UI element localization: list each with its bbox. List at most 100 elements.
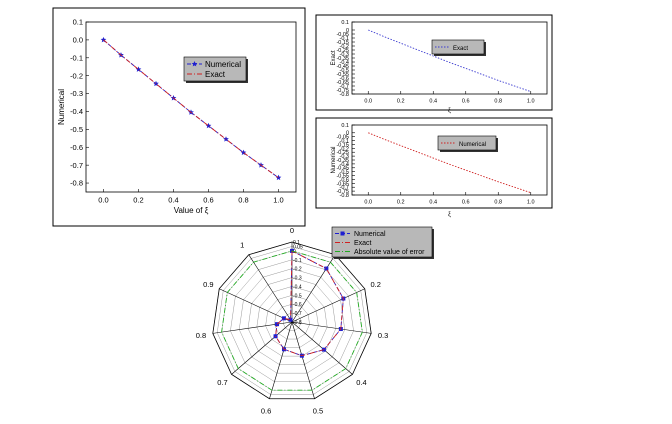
y-tick-label: -0.35 <box>336 56 349 62</box>
radar-series-line <box>221 250 363 391</box>
radar-grid-ring <box>230 259 354 382</box>
panel-top-right: 0.10-0.05-0.1-0.15-0.2-0.25-0.3-0.35-0.4… <box>315 14 553 114</box>
panel-frame <box>315 117 553 209</box>
x-tick-label: 0.2 <box>397 200 405 206</box>
y-tick-label: -0.5 <box>340 68 349 74</box>
radar-radial-label: 0.05 <box>293 244 303 250</box>
x-tick-label: 0.4 <box>429 200 437 206</box>
panel-frame <box>315 14 553 111</box>
legend-label: Absolute value of error <box>354 249 425 256</box>
legend-label: Exact <box>205 70 226 79</box>
y-tick-label: 0 <box>346 28 349 34</box>
legend-label: Numerical <box>354 231 386 238</box>
radar-radial-label: -0.3 <box>293 276 302 282</box>
radar-data-point <box>281 316 286 321</box>
y-tick-label: -0.1 <box>340 36 349 42</box>
x-tick-label: 0.6 <box>462 99 470 105</box>
y-tick-label: -0.8 <box>340 92 349 98</box>
radar-data-point <box>288 317 293 322</box>
series-line <box>103 39 279 179</box>
y-tick-label: -0.5 <box>70 125 83 134</box>
x-tick-label: 0.2 <box>133 196 143 205</box>
panel-radar: 00.10.20.30.40.50.60.70.80.910.10.050-0.… <box>196 226 434 415</box>
y-axis-label: Exact <box>331 50 337 65</box>
y-tick-label: -0.8 <box>340 193 349 199</box>
radar-category-label: 0.6 <box>261 406 271 415</box>
y-tick-label: -0.45 <box>336 64 349 70</box>
panel-frame <box>52 7 306 227</box>
legend <box>437 135 497 151</box>
radar-category-label: 0.5 <box>313 406 323 415</box>
radar-radial-label: -0.1 <box>293 258 302 264</box>
y-tick-label: -0.4 <box>340 60 349 66</box>
y-tick-label: -0.75 <box>336 189 349 195</box>
radar-spoke <box>291 288 365 323</box>
series-line <box>103 39 279 179</box>
y-tick-label: -0.4 <box>340 162 349 168</box>
y-tick-label: 0.1 <box>341 20 349 26</box>
y-tick-label: -0.15 <box>336 142 349 148</box>
radar-spoke <box>291 254 336 323</box>
plot-area <box>85 21 297 193</box>
radar-grid-ring <box>238 268 346 374</box>
y-tick-label: -0.7 <box>340 185 349 191</box>
radar-grid-ring <box>265 295 319 348</box>
radar-outer-ring <box>212 241 372 400</box>
y-tick-label: -0.8 <box>70 179 83 188</box>
x-tick-label: 0.0 <box>364 99 372 105</box>
radar-radial-label: 0.1 <box>293 240 300 246</box>
radar-grid-ring <box>216 246 368 395</box>
series-line <box>368 132 531 194</box>
legend-label: Numerical <box>205 60 241 69</box>
legend <box>431 39 485 55</box>
y-tick-label: -0.5 <box>340 170 349 176</box>
x-tick-label: 0.4 <box>429 99 437 105</box>
x-tick-label: 0.0 <box>98 196 108 205</box>
x-tick-label: 0.2 <box>397 99 405 105</box>
radar-category-label: 0.4 <box>356 378 366 387</box>
y-tick-label: -0.65 <box>336 80 349 86</box>
y-tick-label: -0.05 <box>336 32 349 38</box>
x-tick-label: 0.8 <box>494 99 502 105</box>
radar-spoke <box>219 288 293 323</box>
radar-spoke <box>269 321 293 399</box>
x-axis-label: Value of ξ <box>174 206 209 215</box>
radar-spoke <box>231 321 293 375</box>
radar-spoke <box>248 254 293 323</box>
legend <box>183 56 247 82</box>
x-tick-label: 0.8 <box>238 196 248 205</box>
y-tick-label: -0.65 <box>336 181 349 187</box>
y-tick-label: -0.3 <box>70 89 83 98</box>
radar-category-label: 0.8 <box>196 331 206 340</box>
radar-grid-ring <box>274 303 310 340</box>
y-axis-label: Numerical <box>331 146 337 173</box>
y-tick-label: 0.1 <box>73 18 83 27</box>
x-tick-label: 0.8 <box>494 200 502 206</box>
y-tick-label: -0.45 <box>336 166 349 172</box>
y-tick-label: 0.1 <box>341 123 349 129</box>
y-tick-label: -0.75 <box>336 88 349 94</box>
legend-marker <box>191 61 198 67</box>
y-tick-label: -0.2 <box>340 44 349 50</box>
legend-label: Exact <box>354 240 372 247</box>
radar-category-label: 0.7 <box>217 378 227 387</box>
panel-main: 0.1 0.0 -0.1 -0.2 -0.3 -0.4 -0.5 -0.6 -0.7 -0.8 0.… <box>52 7 306 227</box>
x-axis-label: ξ <box>448 212 451 218</box>
radar-radial-label: -0.5 <box>293 293 302 299</box>
legend-label: Numerical <box>459 142 486 148</box>
y-tick-label: -0.3 <box>340 154 349 160</box>
radar-spoke <box>212 321 293 334</box>
y-tick-label: -0.05 <box>336 135 349 141</box>
x-tick-label: 0.6 <box>462 200 470 206</box>
y-tick-label: -0.6 <box>70 143 83 152</box>
y-tick-label: -0.55 <box>336 72 349 78</box>
y-tick-label: -0.6 <box>340 76 349 82</box>
y-tick-label: -0.7 <box>70 161 83 170</box>
radar-spoke <box>291 321 372 334</box>
radar-radial-label: -0.6 <box>293 302 302 308</box>
x-tick-label: 0.4 <box>168 196 178 205</box>
radar-series-line <box>275 250 344 357</box>
y-tick-label: -0.7 <box>340 84 349 90</box>
radar-radial-label: -0.2 <box>293 267 302 273</box>
